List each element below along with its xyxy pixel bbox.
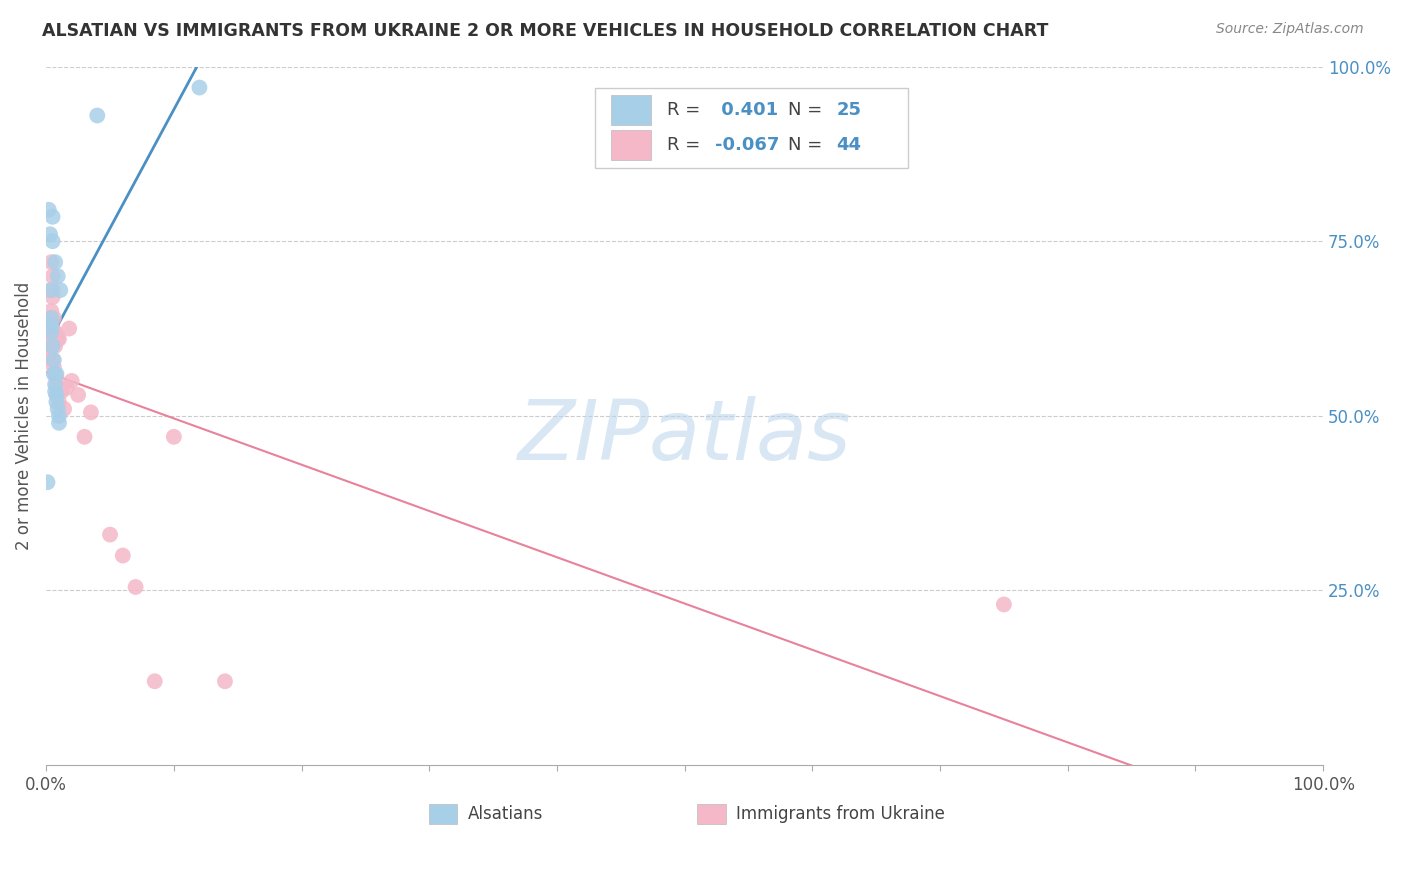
Point: [55, 381, 77, 395]
Bar: [610, 95, 651, 125]
Point: [46, 269, 69, 284]
Text: R =: R =: [666, 136, 706, 153]
Point: [214, 674, 236, 689]
Point: [44, 384, 66, 399]
Point: [48, 395, 70, 409]
Text: Immigrants from Ukraine: Immigrants from Ukraine: [735, 805, 945, 823]
Point: [39, 311, 62, 326]
Point: [42, 325, 65, 339]
Point: [44, 339, 66, 353]
Point: [41, 290, 63, 304]
Point: [39, 227, 62, 242]
Text: ZIPatlas: ZIPatlas: [517, 396, 852, 477]
Bar: [697, 804, 725, 824]
Point: [53, 401, 76, 416]
Text: -0.067: -0.067: [716, 136, 780, 153]
Bar: [429, 804, 457, 824]
Text: N =: N =: [789, 101, 828, 119]
Point: [39, 255, 62, 269]
Point: [46, 401, 69, 416]
Point: [42, 311, 65, 326]
Text: Source: ZipAtlas.com: Source: ZipAtlas.com: [1216, 22, 1364, 37]
Text: N =: N =: [789, 136, 828, 153]
Point: [73, 430, 96, 444]
Point: [188, 80, 211, 95]
Point: [41, 353, 63, 368]
Point: [39, 283, 62, 297]
Point: [45, 388, 67, 402]
Point: [58, 321, 80, 335]
Point: [49, 283, 72, 297]
Point: [38, 343, 60, 357]
Point: [60, 374, 83, 388]
Text: R =: R =: [666, 101, 706, 119]
Point: [39, 325, 62, 339]
Point: [45, 395, 67, 409]
Bar: [610, 130, 651, 160]
Point: [41, 234, 63, 248]
Point: [45, 377, 67, 392]
Point: [37, 328, 59, 343]
Point: [39, 311, 62, 326]
Point: [46, 381, 69, 395]
Point: [45, 388, 67, 402]
Point: [41, 339, 63, 353]
Point: [39, 343, 62, 357]
Point: [48, 409, 70, 423]
Text: 0.401: 0.401: [716, 101, 779, 119]
Point: [45, 370, 67, 384]
Point: [41, 210, 63, 224]
Point: [44, 367, 66, 381]
Point: [42, 335, 65, 350]
Point: [993, 598, 1015, 612]
Point: [51, 384, 73, 399]
Point: [38, 350, 60, 364]
Point: [39, 332, 62, 346]
Point: [111, 549, 134, 563]
Point: [86, 108, 108, 122]
Point: [44, 325, 66, 339]
Point: [39, 318, 62, 332]
Point: [45, 367, 67, 381]
Y-axis label: 2 or more Vehicles in Household: 2 or more Vehicles in Household: [15, 282, 32, 550]
Point: [39, 304, 62, 318]
Point: [163, 430, 186, 444]
Point: [48, 416, 70, 430]
Point: [67, 388, 90, 402]
Point: [124, 580, 146, 594]
Text: Alsatians: Alsatians: [468, 805, 543, 823]
Point: [39, 318, 62, 332]
Point: [44, 377, 66, 392]
Point: [39, 325, 62, 339]
FancyBboxPatch shape: [595, 87, 908, 168]
Point: [48, 332, 70, 346]
Point: [80, 405, 103, 419]
Point: [46, 332, 69, 346]
Point: [37, 475, 59, 490]
Point: [41, 269, 63, 284]
Point: [38, 202, 60, 217]
Point: [37, 339, 59, 353]
Point: [41, 283, 63, 297]
Point: [42, 367, 65, 381]
Point: [42, 353, 65, 368]
Text: ALSATIAN VS IMMIGRANTS FROM UKRAINE 2 OR MORE VEHICLES IN HOUSEHOLD CORRELATION : ALSATIAN VS IMMIGRANTS FROM UKRAINE 2 OR…: [42, 22, 1049, 40]
Point: [42, 359, 65, 374]
Point: [143, 674, 166, 689]
Text: 25: 25: [837, 101, 862, 119]
Point: [98, 527, 121, 541]
Point: [44, 255, 66, 269]
Text: 44: 44: [837, 136, 862, 153]
